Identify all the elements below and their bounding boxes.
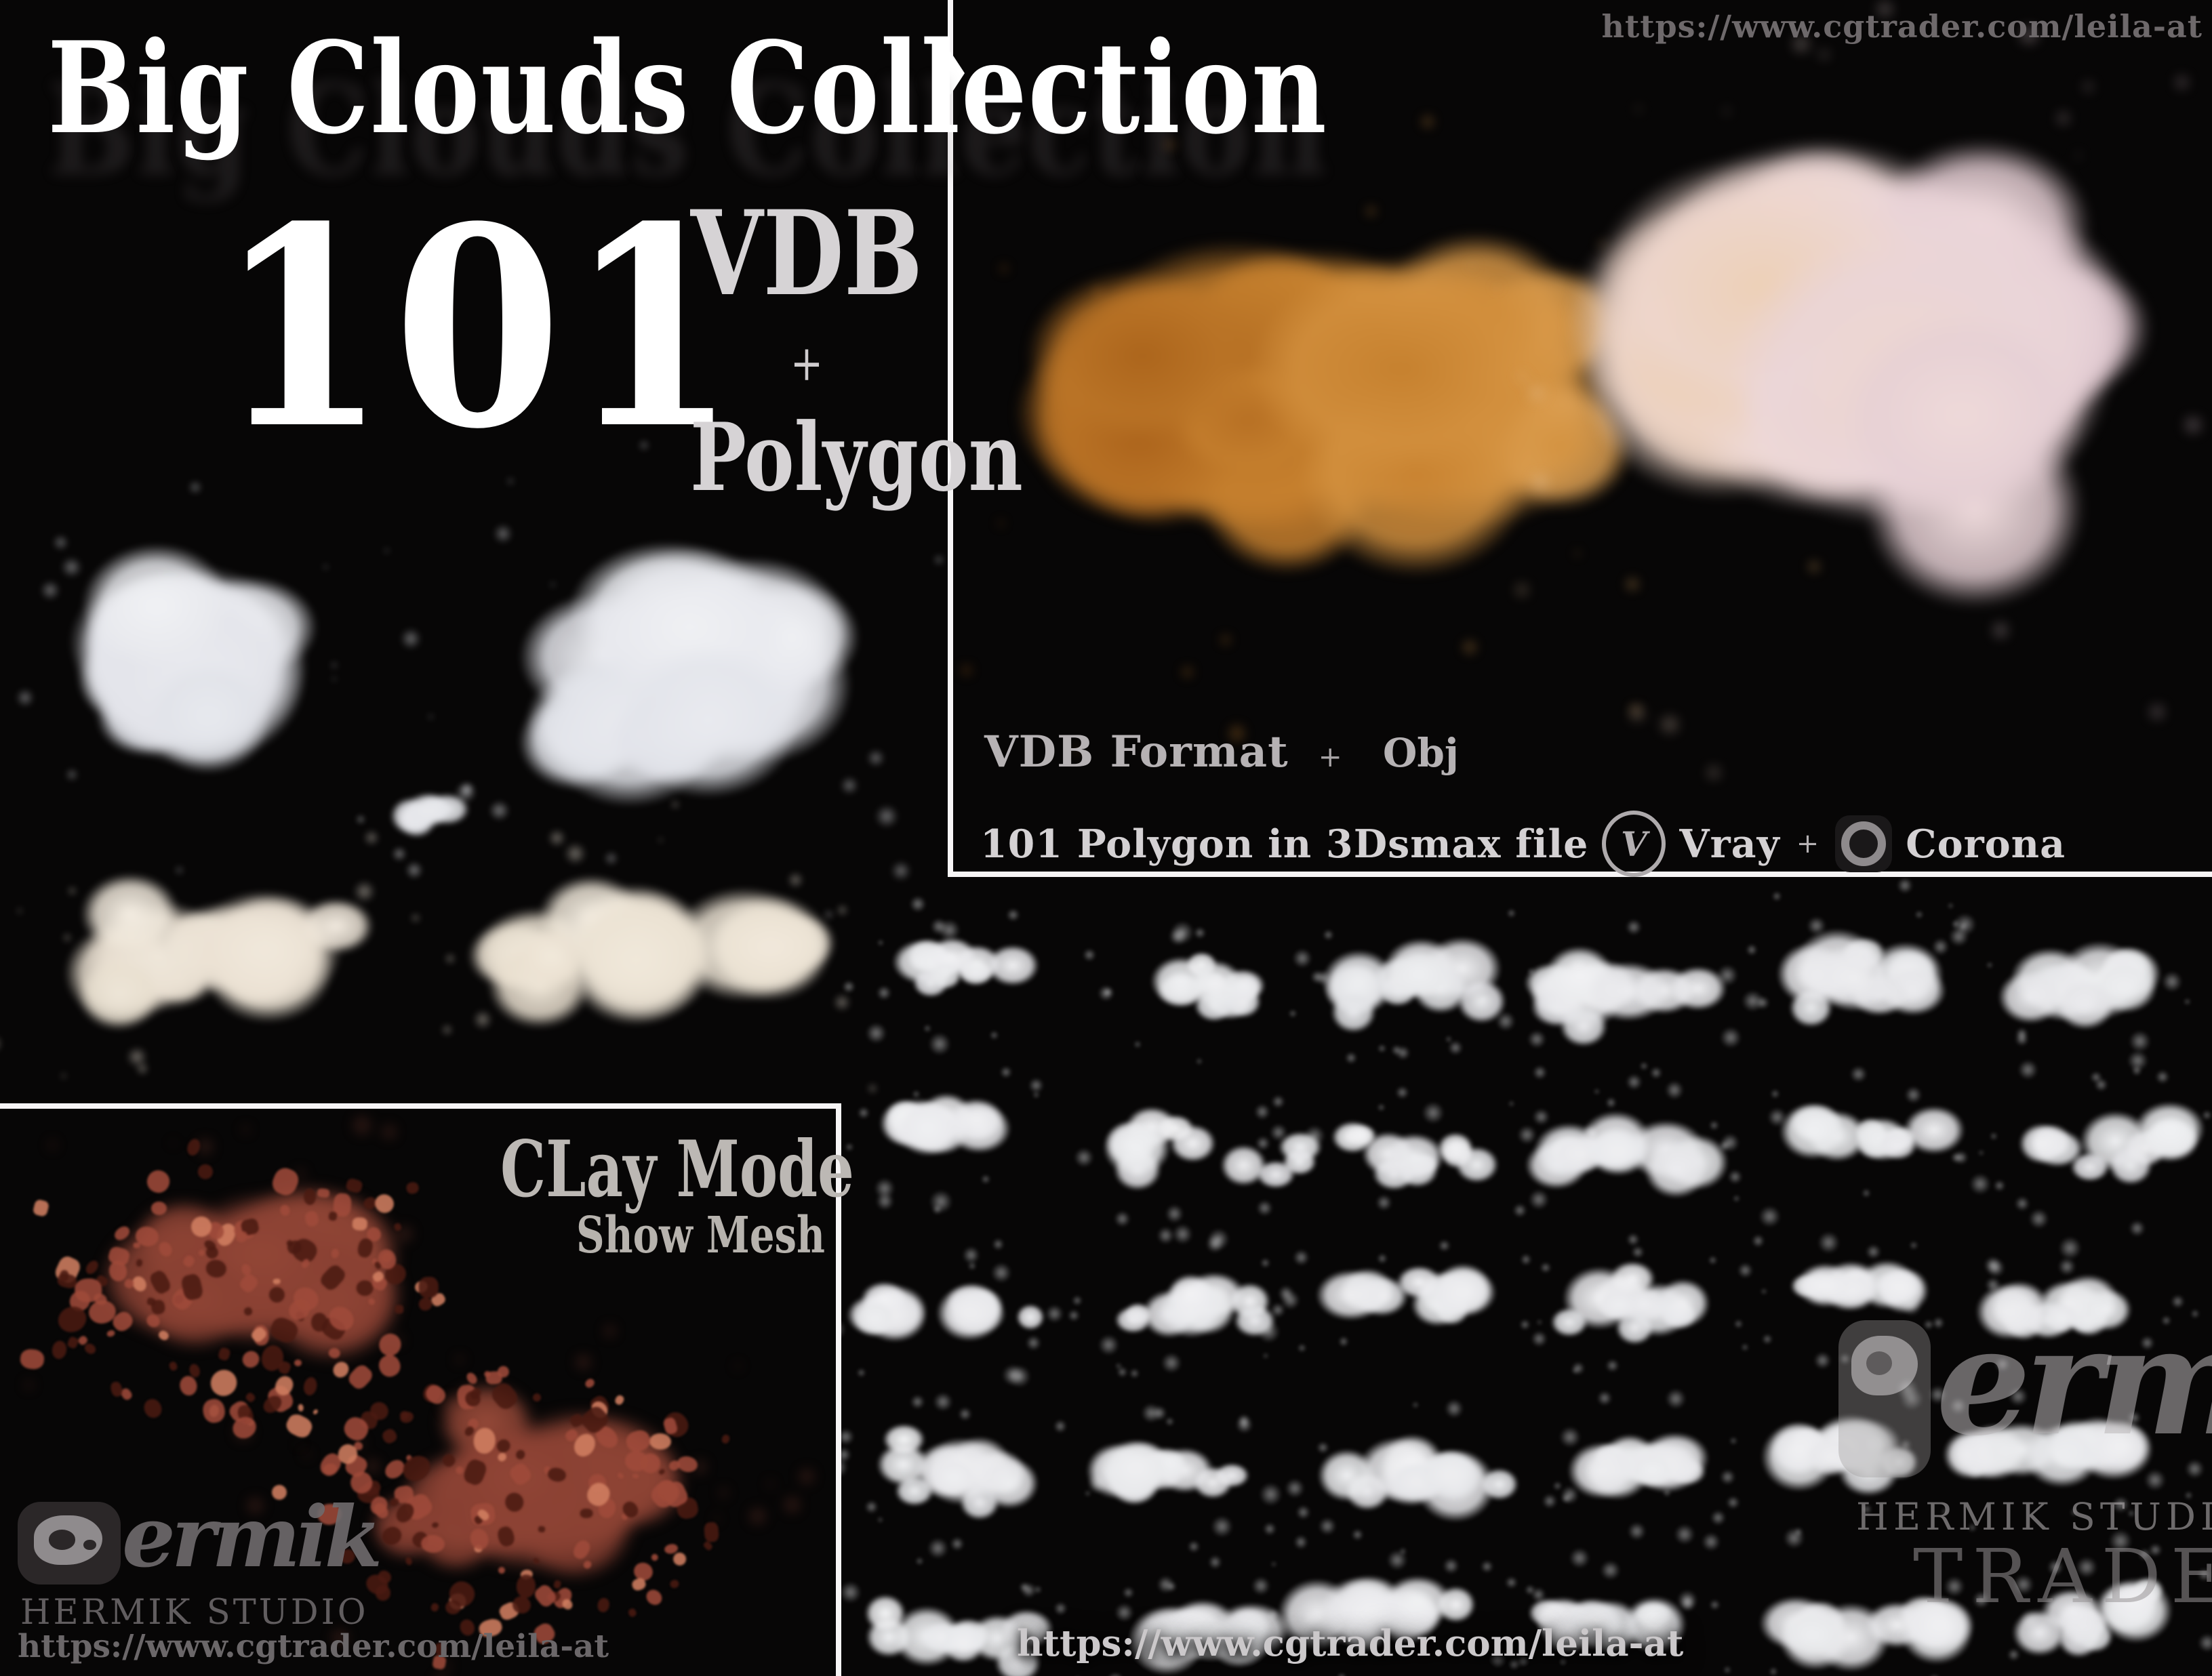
cloud-grid-panel	[841, 876, 2212, 1676]
grid-cloud	[1707, 1062, 1998, 1200]
vdb-format-line: VDB Format + Obj	[984, 727, 1459, 777]
grid-cloud	[1261, 1527, 1532, 1676]
grid-cloud	[1945, 908, 2192, 1095]
grid-cloud	[1662, 1374, 1988, 1553]
vray-icon-letter: V	[1621, 823, 1647, 864]
grid-cloud	[1260, 1395, 1583, 1576]
show-mesh-subtitle: Show Mesh	[576, 1206, 826, 1265]
grid-cloud	[1956, 1055, 2212, 1240]
cgtrader-partial-watermark: TRADER	[1913, 1533, 2212, 1620]
corona-logo-icon	[1835, 815, 1893, 872]
vdb-format-plus-sign: +	[1318, 740, 1342, 773]
grid-cloud	[844, 1064, 1047, 1218]
url-bottom-center: https://www.cgtrader.com/leila-at	[1017, 1622, 1684, 1664]
hermik-logo-icon-watermark	[1838, 1320, 1931, 1477]
grid-cloud	[1288, 907, 1592, 1066]
grid-cloud	[1502, 1060, 1791, 1235]
showcase-puff-small	[354, 777, 515, 883]
showcase-cloud-4	[441, 798, 880, 1101]
grid-cloud	[1253, 1237, 1553, 1369]
divider-vertical	[948, 0, 953, 876]
showcase-cloud-3	[0, 827, 455, 1101]
grid-cloud	[841, 1388, 1112, 1554]
clay-cloud-2-texture	[270, 1344, 731, 1670]
hero-cloud-orange	[952, 110, 1843, 758]
format-plus-sign: +	[790, 335, 824, 392]
vray-logo-icon: V	[1602, 811, 1666, 877]
hermik-logo-hole	[48, 1530, 76, 1550]
polygon-info-text: 101 Polygon in 3Dsmax file	[980, 821, 1589, 867]
clay-clouds-panel	[0, 1108, 836, 1676]
hermik-logo-hole	[1866, 1351, 1892, 1376]
hermik-studio-label: HERMIK STUDIO	[20, 1593, 369, 1633]
hermik-logo-dot	[83, 1540, 96, 1550]
grid-cloud	[841, 1534, 1138, 1676]
obj-format-label: Obj	[1382, 730, 1459, 776]
polygon-info-line: 101 Polygon in 3Dsmax file V Vray + Coro…	[980, 811, 2066, 877]
grid-cloud	[1253, 1083, 1602, 1221]
clay-cloud-2	[228, 1321, 820, 1676]
grid-cloud	[1897, 1232, 2201, 1374]
grid-cloud	[1444, 916, 1768, 1103]
showcase-cloud-2	[396, 401, 946, 921]
grid-cloud	[1734, 1570, 2044, 1676]
grid-cloud	[1070, 1092, 1365, 1248]
hero-cloud-pink	[1468, 0, 2209, 784]
vdb-format-label: VDB Format	[984, 727, 1289, 777]
showcase-cloud-1	[12, 474, 391, 876]
clay-cloud-1-texture	[19, 1137, 447, 1442]
grid-cloud	[841, 892, 1050, 1060]
vray-label: Vray	[1679, 821, 1780, 867]
corona-label: Corona	[1906, 821, 2066, 867]
showcase-clouds-panel	[0, 0, 952, 1103]
format-polygon-label: Polygon	[690, 402, 1023, 512]
clay-mode-title: CLay Mode	[500, 1124, 854, 1214]
corona-ring-glyph	[1841, 821, 1887, 866]
grid-cloud	[1897, 1383, 2209, 1533]
grid-cloud	[1518, 1231, 1768, 1378]
grid-cloud	[1707, 1227, 2005, 1372]
format-block: VDB + Polygon	[690, 184, 1023, 512]
grid-cloud	[1539, 1385, 1742, 1555]
url-top-right: https://www.cgtrader.com/leila-at	[1601, 8, 2203, 45]
hermik-logo-icon	[18, 1502, 121, 1585]
grid-cloud	[1051, 1399, 1287, 1572]
url-bottom-left: https://www.cgtrader.com/leila-at	[18, 1628, 609, 1665]
hermik-script-watermark: ermik	[1936, 1293, 2212, 1469]
grid-cloud	[1940, 1525, 2212, 1676]
clay-panel-top-border	[0, 1103, 841, 1109]
clay-panel-right-border	[836, 1103, 841, 1676]
hero-cloud-panel	[952, 0, 2212, 872]
grid-cloud	[841, 1236, 1085, 1393]
grid-cloud	[1067, 1571, 1324, 1676]
page-title: Big Clouds Collection	[47, 14, 1328, 162]
grid-cloud	[1485, 1544, 1733, 1676]
renderers-plus-sign: +	[1796, 828, 1819, 859]
grid-cloud	[1715, 876, 1969, 1059]
hermik-studio-watermark-label: HERMIK STUDIO	[1856, 1495, 2212, 1538]
grid-cloud	[1080, 916, 1335, 1065]
format-vdb-label: VDB	[690, 184, 923, 322]
grid-cloud	[1065, 1224, 1289, 1380]
hermik-script-wordmark: ermik	[122, 1488, 382, 1587]
divider-horizontal-right	[948, 872, 2212, 877]
cloud-count: 101	[218, 167, 744, 489]
